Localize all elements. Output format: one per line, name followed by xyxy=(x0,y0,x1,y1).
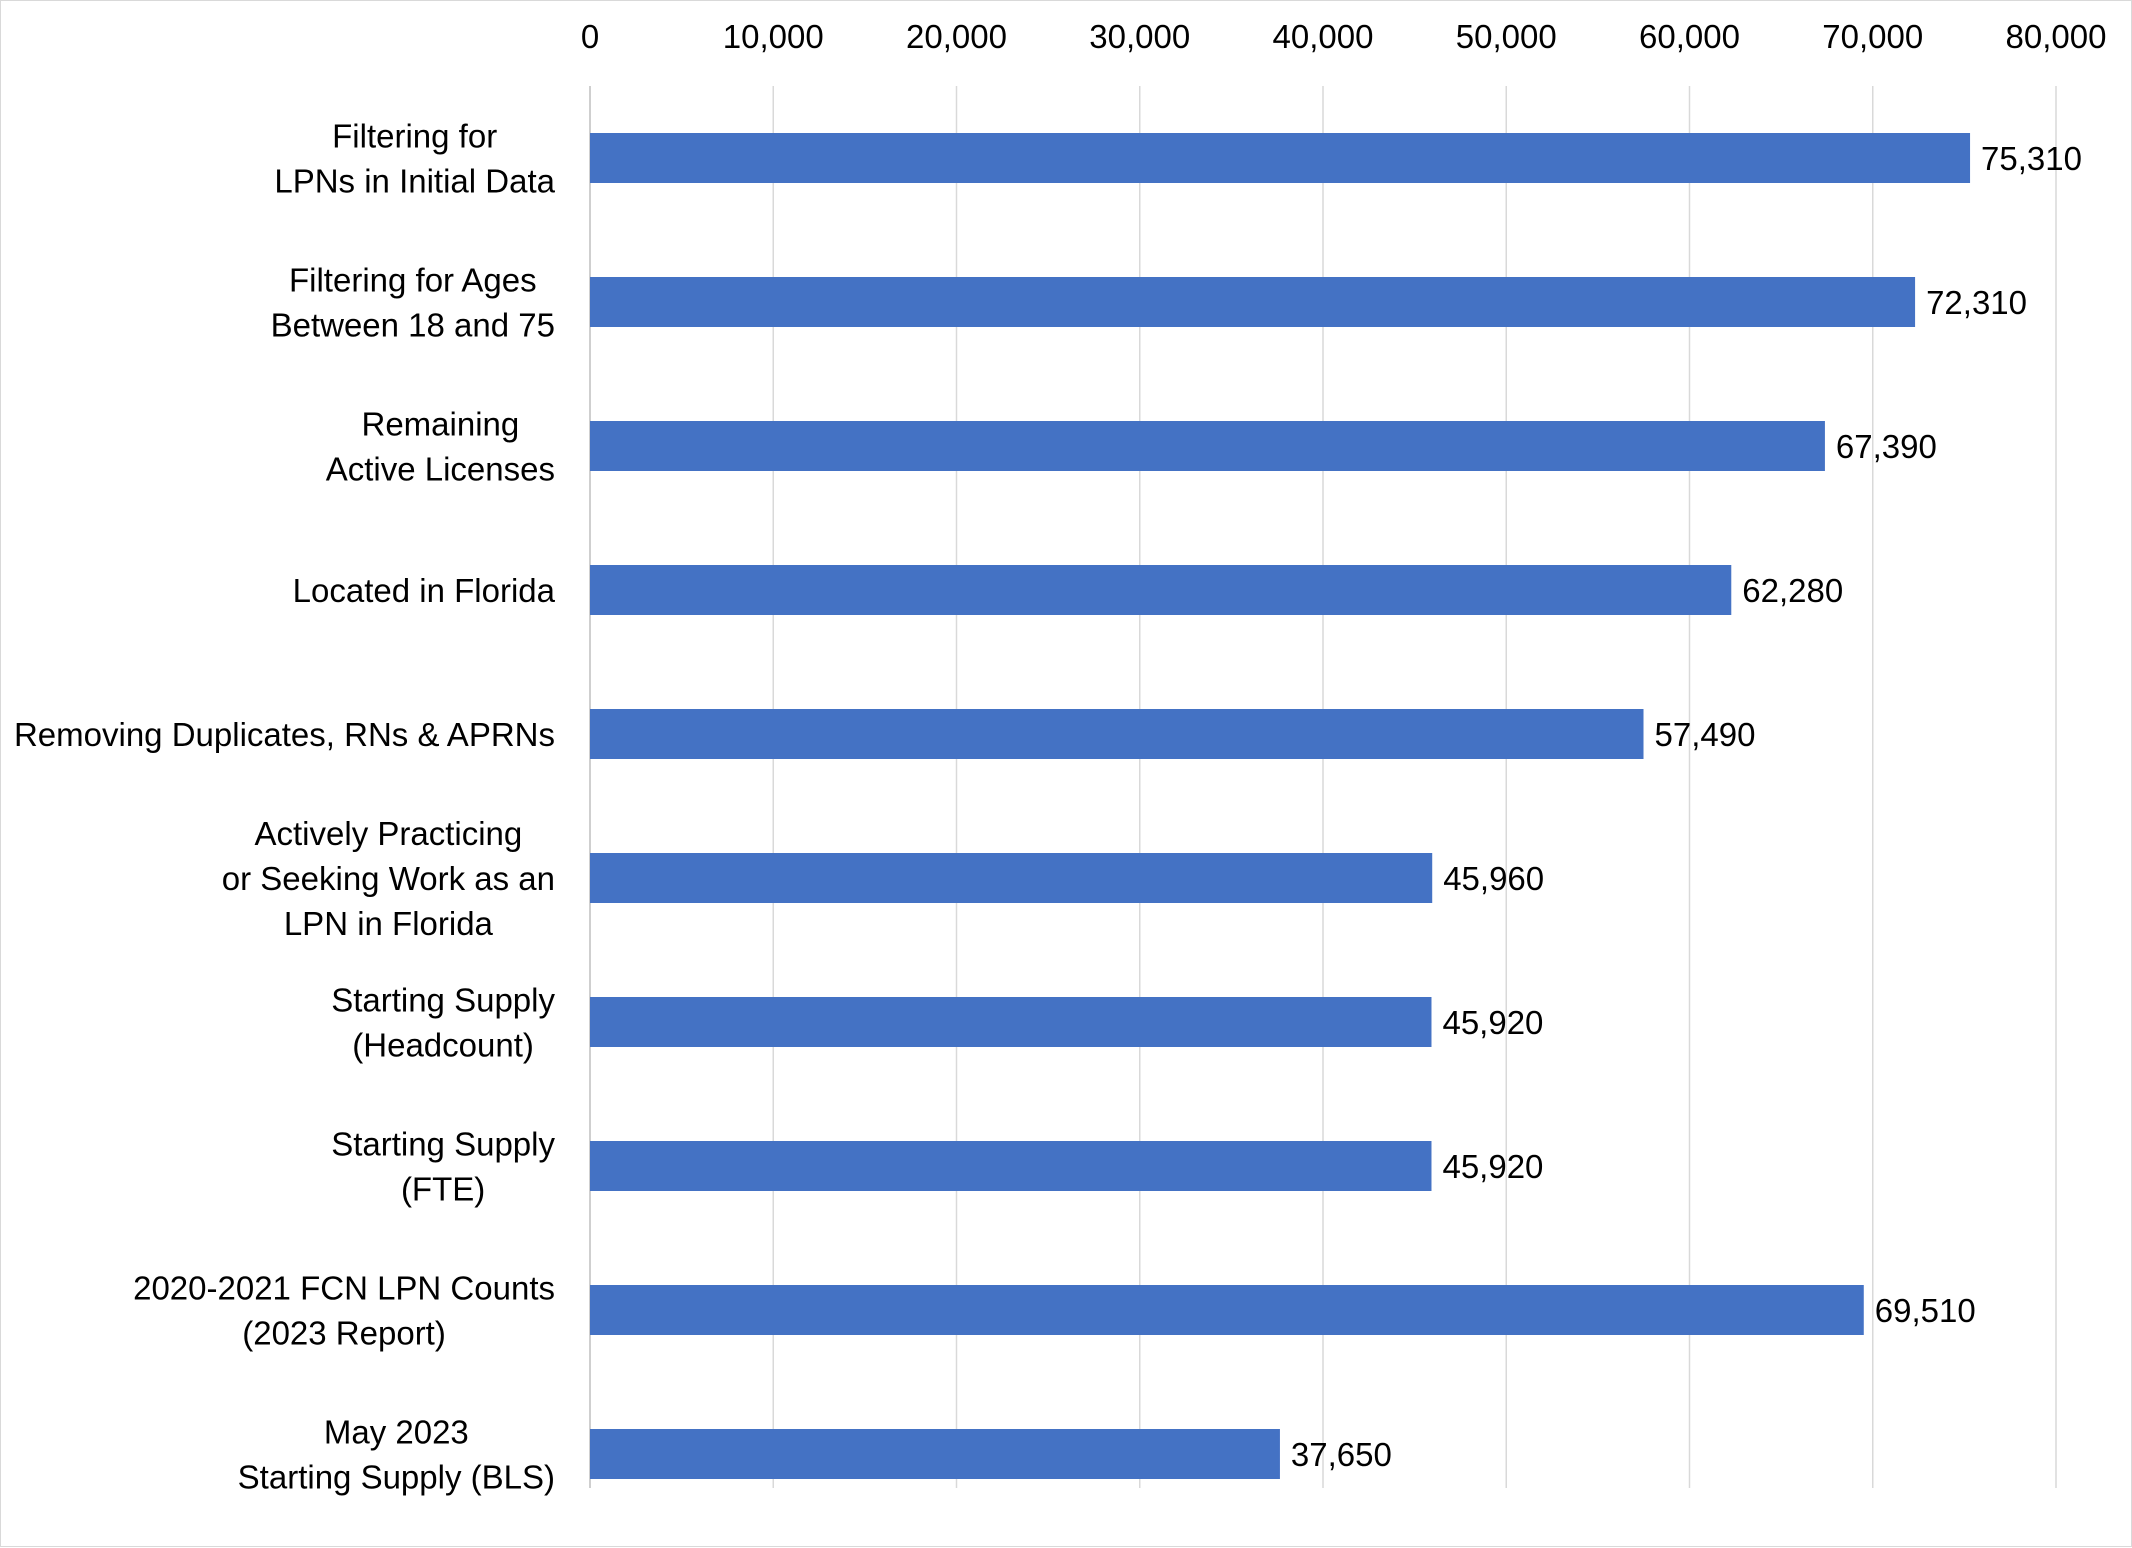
x-tick-label: 70,000 xyxy=(1822,18,1923,55)
category-label-line: Actively Practicing xyxy=(255,815,523,852)
bar xyxy=(590,997,1432,1047)
category-label-line: or Seeking Work as an xyxy=(222,860,555,897)
x-tick-label: 20,000 xyxy=(906,18,1007,55)
category-label-line: Starting Supply xyxy=(331,982,555,1019)
category-label-line: LPNs in Initial Data xyxy=(274,163,555,200)
category-label: Remaining Active Licenses xyxy=(326,406,555,488)
bar xyxy=(590,709,1644,759)
category-label: 2020-2021 FCN LPN Counts (2023 Report) xyxy=(133,1270,555,1352)
data-label: 62,280 xyxy=(1742,572,1843,609)
x-tick-label: 0 xyxy=(581,18,599,55)
category-label: Removing Duplicates, RNs & APRNs xyxy=(14,716,555,753)
category-label: Starting Supply (Headcount) xyxy=(331,982,555,1064)
category-label: May 2023 Starting Supply (BLS) xyxy=(238,1414,555,1496)
bars xyxy=(590,133,1971,1479)
category-label-line: 2020-2021 FCN LPN Counts xyxy=(133,1270,555,1307)
category-label-line: Between 18 and 75 xyxy=(271,307,555,344)
bar xyxy=(590,853,1433,903)
bar xyxy=(590,1141,1432,1191)
data-label: 67,390 xyxy=(1836,428,1937,465)
x-tick-label: 80,000 xyxy=(2006,18,2107,55)
bar xyxy=(590,421,1825,471)
category-label-line: (2023 Report) xyxy=(242,1315,446,1352)
x-tick-label: 10,000 xyxy=(723,18,824,55)
category-label: Actively Practicing or Seeking Work as an… xyxy=(222,815,555,942)
data-labels: 75,310 72,310 67,390 62,280 57,490 45,960 45,9… xyxy=(1291,140,2082,1473)
category-label-line: Starting Supply xyxy=(331,1126,555,1163)
x-tick-label: 40,000 xyxy=(1273,18,1374,55)
category-label-line: (Headcount) xyxy=(352,1027,534,1064)
category-label: Starting Supply (FTE) xyxy=(331,1126,555,1208)
bar xyxy=(590,1429,1280,1479)
category-label: Filtering for Ages Between 18 and 75 xyxy=(271,262,555,344)
category-label-line: (FTE) xyxy=(401,1171,485,1208)
category-label-line: LPN in Florida xyxy=(284,905,494,942)
category-label-line: Active Licenses xyxy=(326,451,555,488)
data-label: 75,310 xyxy=(1981,140,2082,177)
data-label: 72,310 xyxy=(1926,284,2027,321)
bar xyxy=(590,565,1732,615)
category-label-line: Removing Duplicates, RNs & APRNs xyxy=(14,716,555,753)
data-label: 45,920 xyxy=(1442,1148,1543,1185)
category-label-line: Remaining xyxy=(361,406,519,443)
x-tick-label: 60,000 xyxy=(1639,18,1740,55)
category-labels: Filtering for LPNs in Initial DataFilteri… xyxy=(14,118,556,1496)
category-label-line: Filtering for xyxy=(332,118,497,155)
data-label: 45,960 xyxy=(1443,860,1544,897)
data-label: 69,510 xyxy=(1875,1292,1976,1329)
category-label: Filtering for LPNs in Initial Data xyxy=(274,118,555,200)
category-label-line: Located in Florida xyxy=(293,572,556,609)
bar xyxy=(590,1285,1864,1335)
data-label: 45,920 xyxy=(1442,1004,1543,1041)
category-label: Located in Florida xyxy=(293,572,556,609)
x-tick-label: 30,000 xyxy=(1089,18,1190,55)
category-label-line: May 2023 xyxy=(324,1414,469,1451)
category-label-line: Starting Supply (BLS) xyxy=(238,1459,555,1496)
x-axis-ticks: 0 10,000 20,000 30,000 40,000 50,000 60,000 70,… xyxy=(581,18,2107,55)
data-label: 57,490 xyxy=(1655,716,1756,753)
data-label: 37,650 xyxy=(1291,1436,1392,1473)
x-tick-label: 50,000 xyxy=(1456,18,1557,55)
category-label-line: Filtering for Ages xyxy=(289,262,537,299)
bar xyxy=(590,277,1916,327)
bar xyxy=(590,133,1971,183)
